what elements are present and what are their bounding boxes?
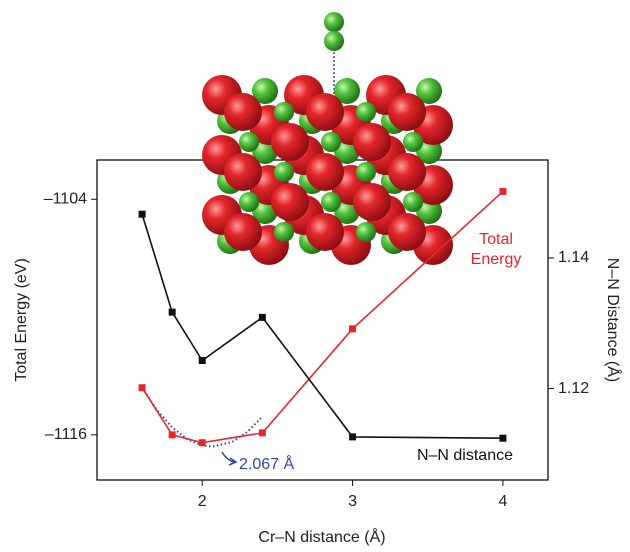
- y-tick-label: –1116: [45, 426, 87, 443]
- fit-annotation: 2.067 Å: [239, 454, 294, 473]
- lattice-atom: [403, 132, 423, 152]
- nitrogen-atom: [324, 12, 344, 32]
- y2-axis-title: N–N Distance (Å): [604, 258, 623, 382]
- chart: Cr–N distance (Å) Total Energy (eV) N–N …: [0, 0, 630, 552]
- data-point: [199, 357, 206, 364]
- lattice-atom: [274, 102, 294, 122]
- lattice-atom: [224, 153, 262, 191]
- lattice-atom: [353, 183, 391, 221]
- lattice-atom: [321, 192, 341, 212]
- lattice-atom: [224, 93, 262, 131]
- data-point: [199, 439, 206, 446]
- lattice-atom: [321, 132, 341, 152]
- series-label-line: Total: [479, 231, 513, 248]
- lattice-atom: [271, 123, 309, 161]
- lattice-atom: [274, 222, 294, 242]
- lattice-atom: [353, 123, 391, 161]
- lattice-atom: [388, 93, 426, 131]
- lattice-atom: [306, 153, 344, 191]
- data-point: [169, 431, 176, 438]
- data-point: [259, 314, 266, 321]
- data-point: [259, 429, 266, 436]
- x-tick-label: 2: [198, 493, 207, 510]
- data-point: [349, 325, 356, 332]
- lattice-atom: [356, 102, 376, 122]
- data-point: [139, 384, 146, 391]
- data-point: [499, 188, 506, 195]
- annotation-arrow: [222, 452, 236, 465]
- x-axis-title: Cr–N distance (Å): [258, 527, 385, 546]
- lattice-atom: [224, 213, 262, 251]
- data-point: [169, 309, 176, 316]
- y2-tick-label: 1.14: [558, 249, 589, 266]
- lattice-atom: [306, 93, 344, 131]
- data-point: [139, 211, 146, 218]
- x-tick-label: 3: [348, 493, 357, 510]
- lattice-atom: [388, 153, 426, 191]
- series-label: N–N distance: [417, 447, 513, 464]
- series-label: Total Energy: [471, 231, 522, 268]
- lattice-atom: [239, 192, 259, 212]
- lattice-atom: [239, 132, 259, 152]
- y-tick-label: –1104: [44, 190, 87, 207]
- x-tick-label: 4: [498, 493, 507, 510]
- y2-tick-label: 1.12: [558, 380, 589, 397]
- y-axis-title: Total Energy (eV): [13, 258, 30, 382]
- data-point: [499, 435, 506, 442]
- crystal-illustration: [202, 12, 453, 265]
- lattice-atom: [274, 162, 294, 182]
- data-point: [349, 433, 356, 440]
- lattice-atom: [388, 213, 426, 251]
- lattice-atom: [356, 162, 376, 182]
- lattice-atom: [271, 183, 309, 221]
- series-label-line: Energy: [471, 251, 522, 268]
- nitrogen-atom: [324, 31, 344, 51]
- lattice-atom: [306, 213, 344, 251]
- lattice-atom: [356, 222, 376, 242]
- lattice-atom: [403, 192, 423, 212]
